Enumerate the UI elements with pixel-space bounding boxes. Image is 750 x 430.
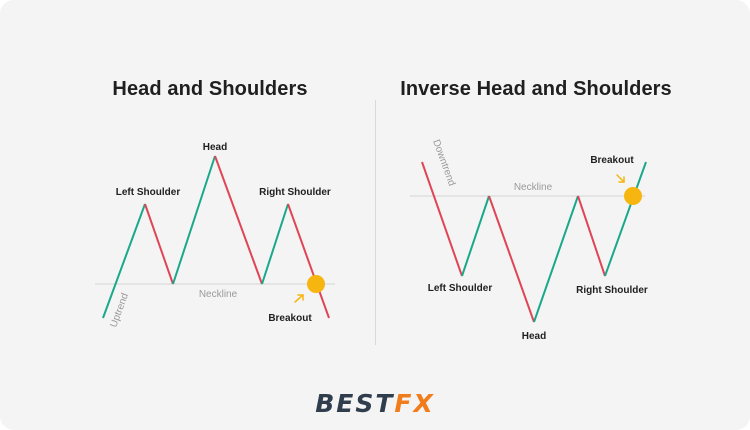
head-up-segment xyxy=(172,155,216,285)
uptrend-label: Uptrend xyxy=(108,292,131,329)
inv-head-up-segment xyxy=(533,195,579,323)
head-label: Head xyxy=(203,142,227,153)
inv-left-shoulder-label: Left Shoulder xyxy=(428,283,493,294)
right-breakout-label: Breakout xyxy=(590,155,634,166)
left-shoulder-down-segment xyxy=(144,203,174,285)
center-divider xyxy=(375,100,376,345)
bestfx-logo: BESTFX xyxy=(0,389,750,418)
head-and-shoulders-pattern: Left Shoulder Head Right Shoulder Neckli… xyxy=(95,142,335,329)
inv-right-shoulder-label: Right Shoulder xyxy=(576,285,648,296)
logo-best-text: BEST xyxy=(315,389,395,418)
inverse-head-and-shoulders-pattern: Left Shoulder Head Right Shoulder Neckli… xyxy=(410,138,648,342)
inv-head-label: Head xyxy=(522,331,546,342)
inv-head-down-segment xyxy=(488,195,535,323)
left-uptrend-segment xyxy=(102,203,146,319)
inv-left-shoulder-up-segment xyxy=(461,195,490,277)
inv-breakout-up-segment xyxy=(604,161,647,277)
right-neckline-label: Neckline xyxy=(514,182,553,193)
right-shoulder-label: Right Shoulder xyxy=(259,187,331,198)
inverse-head-and-shoulders-title: Inverse Head and Shoulders xyxy=(400,78,672,100)
left-breakout-label: Breakout xyxy=(268,313,312,324)
left-breakout-arrow-icon xyxy=(294,294,304,303)
right-breakout-dot xyxy=(624,187,642,205)
downtrend-label: Downtrend xyxy=(430,138,457,187)
right-shoulder-up-segment xyxy=(261,203,289,285)
right-shoulder-down-segment xyxy=(287,203,330,319)
head-and-shoulders-title: Head and Shoulders xyxy=(112,78,308,100)
head-down-segment xyxy=(214,155,263,285)
left-shoulder-label: Left Shoulder xyxy=(116,187,181,198)
logo-fx-text: FX xyxy=(394,389,435,418)
left-breakout-dot xyxy=(307,275,325,293)
downtrend-segment xyxy=(421,161,463,277)
inv-right-shoulder-down-segment xyxy=(577,195,606,277)
left-neckline-label: Neckline xyxy=(199,289,238,300)
right-breakout-arrow-icon xyxy=(616,174,625,183)
